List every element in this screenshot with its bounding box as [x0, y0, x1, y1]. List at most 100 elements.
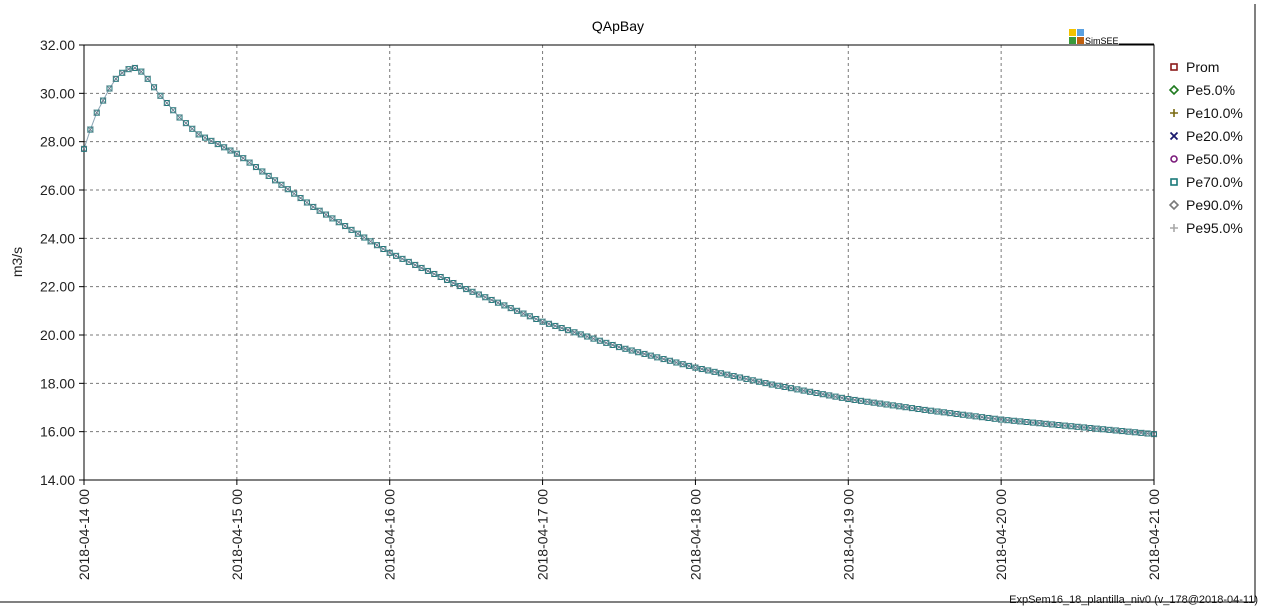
legend-item[interactable]: Pe95.0%	[1170, 220, 1243, 236]
y-tick-label: 32.00	[40, 37, 75, 53]
plot-frame	[83, 44, 1155, 481]
legend-item[interactable]: Pe90.0%	[1168, 197, 1243, 213]
data-point	[1055, 421, 1062, 429]
data-point	[602, 339, 610, 347]
data-point	[220, 144, 228, 151]
data-point	[991, 415, 999, 423]
data-point	[755, 378, 763, 386]
data-point	[870, 399, 878, 406]
data-point	[99, 97, 107, 104]
data-point	[462, 285, 470, 293]
legend-label: Pe50.0%	[1186, 151, 1243, 167]
data-point	[284, 185, 292, 193]
data-point	[494, 299, 502, 306]
legend-item[interactable]: Pe5.0%	[1168, 82, 1235, 98]
data-point	[762, 379, 769, 387]
data-point	[526, 312, 534, 320]
series-path	[83, 67, 1155, 435]
data-point	[902, 403, 909, 411]
legend-label: Pe5.0%	[1186, 82, 1235, 98]
y-tick-label: 28.00	[40, 134, 75, 150]
data-point	[475, 291, 483, 298]
legend-marker	[1169, 131, 1179, 141]
data-point	[545, 320, 553, 328]
y-tick-label: 26.00	[40, 182, 75, 198]
x-tick-label: 2018-04-17 00	[535, 489, 551, 580]
data-point	[794, 386, 801, 393]
data-point	[80, 145, 88, 153]
data-point	[380, 245, 387, 253]
y-axis-label: m3/s	[9, 247, 25, 277]
data-point	[1010, 417, 1018, 425]
data-point	[367, 238, 374, 245]
y-axis-ticks: 14.00 16.00 18.00 20.00 22.00 24.00 26.00 28.00…	[40, 37, 84, 488]
data-point	[1061, 422, 1069, 429]
y-tick-label: 22.00	[40, 279, 75, 295]
data-point	[138, 68, 145, 75]
logo-square	[1069, 29, 1076, 36]
data-point	[399, 255, 406, 263]
data-point	[985, 414, 992, 422]
data-point	[1112, 427, 1120, 434]
simsee-logo: SimSEE	[1069, 29, 1119, 46]
data-point	[1125, 428, 1132, 435]
legend-item[interactable]: Pe70.0%	[1170, 174, 1243, 190]
data-point	[972, 413, 979, 420]
data-point	[1093, 425, 1100, 432]
legend-marker	[1170, 224, 1178, 232]
legend-item[interactable]: Prom	[1170, 59, 1219, 75]
x-tick-label: 2018-04-20 00	[993, 489, 1009, 580]
data-point	[959, 411, 967, 419]
legend-label: Pe20.0%	[1186, 128, 1243, 144]
data-point	[590, 335, 597, 342]
data-point	[660, 355, 667, 363]
legend-item[interactable]: Pe50.0%	[1170, 151, 1243, 167]
data-point	[927, 407, 935, 415]
data-point	[615, 343, 623, 351]
data-point	[915, 405, 922, 413]
data-point	[622, 345, 629, 353]
data-point	[303, 199, 311, 206]
legend-item[interactable]: Pe10.0%	[1170, 105, 1243, 121]
data-point	[322, 211, 330, 218]
y-tick-label: 20.00	[40, 327, 75, 343]
data-point	[195, 131, 202, 138]
data-point	[297, 194, 304, 202]
data-point	[1048, 421, 1056, 428]
legend-label: Pe10.0%	[1186, 105, 1243, 121]
data-point	[883, 401, 890, 408]
data-point	[1016, 418, 1024, 425]
data-point	[233, 150, 241, 158]
data-point	[838, 394, 846, 402]
x-axis-ticks: 2018-04-14 00 2018-04-15 00 2018-04-16 00 2…	[76, 480, 1162, 580]
data-point	[921, 406, 928, 414]
data-point	[112, 75, 120, 83]
legend[interactable]: Prom Pe5.0% Pe10.0% Pe20.0% Pe50.0% Pe70.0% Pe…	[1168, 59, 1243, 236]
data-point	[150, 84, 158, 91]
data-point	[832, 393, 839, 400]
x-tick-label: 2018-04-16 00	[382, 489, 398, 580]
data-point	[469, 288, 476, 296]
data-point	[730, 372, 737, 380]
data-point	[513, 307, 521, 315]
data-point	[1029, 419, 1037, 426]
data-point	[259, 168, 266, 175]
data-point	[265, 172, 272, 180]
logo-square	[1069, 37, 1076, 44]
data-point	[768, 381, 776, 388]
data-point	[908, 404, 916, 412]
data-point	[520, 310, 527, 317]
y-tick-label: 24.00	[40, 230, 75, 246]
data-point	[774, 382, 782, 390]
data-point	[634, 348, 642, 356]
data-point	[781, 383, 788, 391]
data-point	[214, 140, 222, 148]
data-point	[934, 408, 941, 415]
data-point	[278, 181, 285, 189]
data-point	[481, 293, 489, 301]
data-point	[488, 296, 495, 304]
logo-square	[1077, 29, 1084, 36]
data-point	[239, 154, 247, 162]
legend-item[interactable]: Pe20.0%	[1169, 128, 1243, 144]
data-point	[310, 203, 317, 211]
